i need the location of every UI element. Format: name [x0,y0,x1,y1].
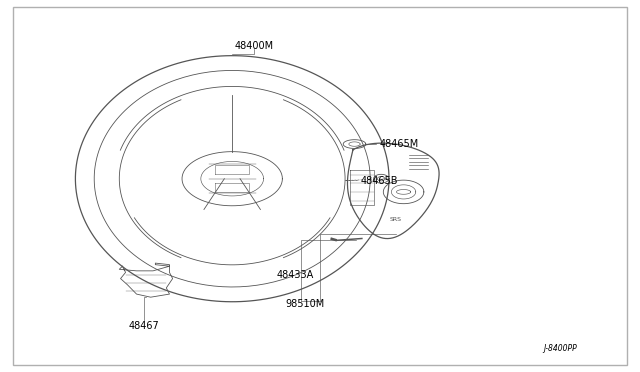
Text: 48400M: 48400M [235,41,274,51]
Text: 98510M: 98510M [285,299,324,310]
Text: 48467: 48467 [129,321,160,331]
Text: 48465M: 48465M [380,139,419,149]
Text: 48433A: 48433A [276,270,314,280]
Text: SRS: SRS [390,217,401,222]
Text: J-8400PP: J-8400PP [543,344,577,353]
Text: 48465B: 48465B [361,176,398,186]
